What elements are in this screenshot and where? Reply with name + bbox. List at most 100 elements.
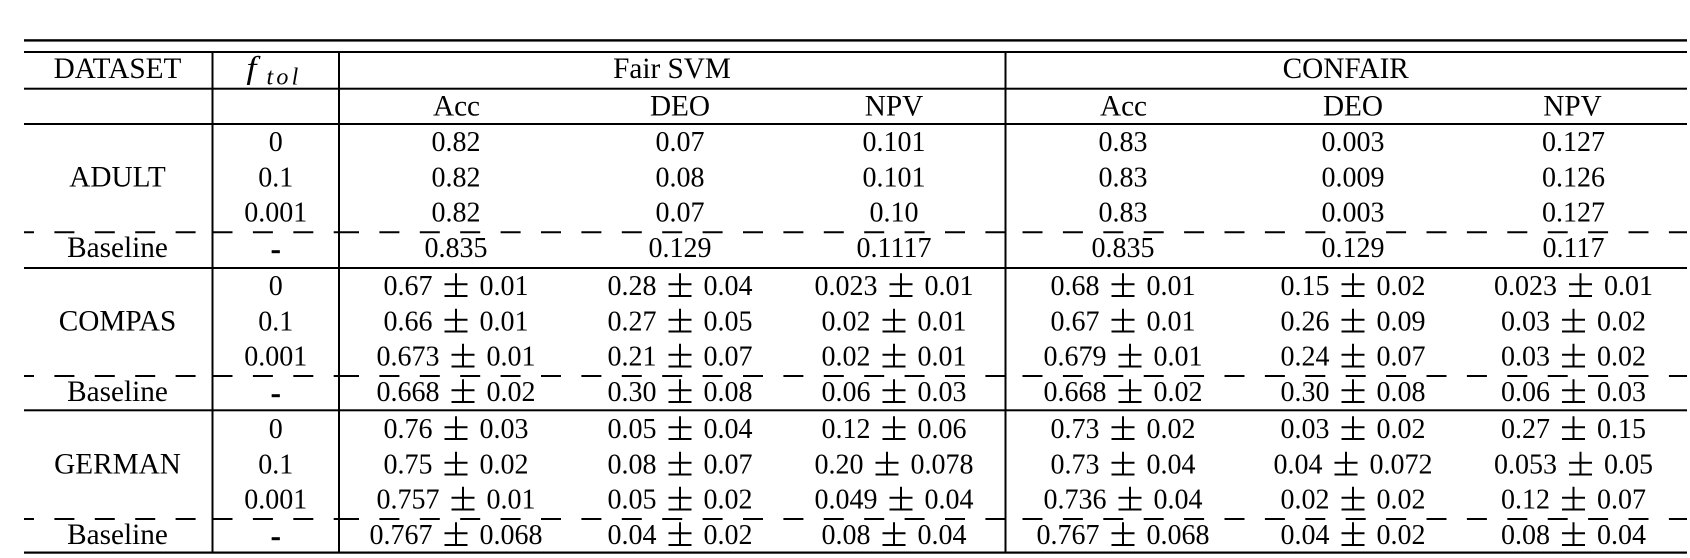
svg-text:0.08: 0.08	[1377, 377, 1426, 408]
svg-text:0.04: 0.04	[1597, 520, 1646, 551]
svg-text:0.1117: 0.1117	[857, 233, 932, 264]
svg-text:0.01: 0.01	[480, 271, 529, 302]
svg-text:0.12: 0.12	[822, 414, 871, 445]
svg-text:0.06: 0.06	[918, 414, 967, 445]
svg-text:Baseline: Baseline	[67, 519, 168, 551]
svg-text:0: 0	[269, 271, 283, 302]
svg-text:0.679: 0.679	[1044, 342, 1107, 373]
svg-text:0.668: 0.668	[1044, 377, 1107, 408]
svg-text:0.07: 0.07	[656, 198, 705, 229]
svg-text:0.82: 0.82	[432, 198, 481, 229]
svg-text:0.12: 0.12	[1501, 485, 1550, 516]
svg-text:0.08: 0.08	[1501, 520, 1550, 551]
svg-text:0.01: 0.01	[1147, 271, 1196, 302]
svg-text:0.30: 0.30	[608, 377, 657, 408]
svg-text:0.83: 0.83	[1099, 163, 1148, 194]
svg-text:0.21: 0.21	[608, 342, 657, 373]
svg-text:0.05: 0.05	[1604, 450, 1653, 481]
svg-text:Acc: Acc	[1100, 91, 1147, 123]
svg-text:0.07: 0.07	[704, 342, 753, 373]
svg-text:GERMAN: GERMAN	[54, 449, 181, 481]
svg-text:0.02: 0.02	[1597, 342, 1646, 373]
svg-text:0.07: 0.07	[704, 450, 753, 481]
svg-text:0.09: 0.09	[1377, 307, 1426, 338]
svg-text:0.835: 0.835	[425, 233, 488, 264]
svg-text:0.06: 0.06	[822, 377, 871, 408]
svg-text:0.15: 0.15	[1597, 414, 1646, 445]
svg-text:0.129: 0.129	[1322, 233, 1385, 264]
svg-text:0.668: 0.668	[377, 377, 440, 408]
svg-text:0.66: 0.66	[384, 307, 433, 338]
svg-text:CONFAIR: CONFAIR	[1283, 53, 1410, 85]
svg-text:0.02: 0.02	[1154, 377, 1203, 408]
svg-text:0.10: 0.10	[870, 198, 919, 229]
svg-text:0.27: 0.27	[1501, 414, 1550, 445]
svg-text:0.07: 0.07	[1597, 485, 1646, 516]
svg-text:0.04: 0.04	[1274, 450, 1323, 481]
svg-text:0.06: 0.06	[1501, 377, 1550, 408]
svg-text:0.01: 0.01	[480, 307, 529, 338]
svg-text:0.03: 0.03	[1501, 342, 1550, 373]
svg-text:0.83: 0.83	[1099, 198, 1148, 229]
svg-text:0: 0	[269, 414, 283, 445]
svg-text:0.01: 0.01	[1154, 342, 1203, 373]
svg-text:0.02: 0.02	[704, 485, 753, 516]
svg-text:0.068: 0.068	[1147, 520, 1210, 551]
svg-text:0.003: 0.003	[1322, 127, 1385, 158]
svg-text:0.30: 0.30	[1281, 377, 1330, 408]
svg-text:0.04: 0.04	[1281, 520, 1330, 551]
svg-text:0.02: 0.02	[1597, 307, 1646, 338]
svg-text:0.20: 0.20	[815, 450, 864, 481]
svg-text:0.1: 0.1	[258, 307, 293, 338]
svg-text:0.02: 0.02	[1281, 485, 1330, 516]
svg-text:0.117: 0.117	[1543, 233, 1605, 264]
svg-text:0.03: 0.03	[1281, 414, 1330, 445]
svg-text:0.673: 0.673	[377, 342, 440, 373]
svg-text:0.05: 0.05	[608, 485, 657, 516]
svg-text:0.83: 0.83	[1099, 127, 1148, 158]
svg-text:Fair SVM: Fair SVM	[613, 53, 731, 85]
svg-text:0.73: 0.73	[1051, 414, 1100, 445]
svg-text:0.02: 0.02	[1147, 414, 1196, 445]
svg-text:0.01: 0.01	[487, 342, 536, 373]
svg-text:NPV: NPV	[865, 91, 924, 123]
svg-text:Baseline: Baseline	[67, 232, 168, 264]
svg-text:0.03: 0.03	[918, 377, 967, 408]
svg-text:0.07: 0.07	[656, 127, 705, 158]
svg-text:0.009: 0.009	[1322, 163, 1385, 194]
svg-text:0.023: 0.023	[815, 271, 878, 302]
svg-text:0.023: 0.023	[1494, 271, 1557, 302]
svg-text:NPV: NPV	[1543, 91, 1602, 123]
svg-text:0.01: 0.01	[1604, 271, 1653, 302]
svg-text:0.76: 0.76	[384, 414, 433, 445]
svg-text:0.05: 0.05	[704, 307, 753, 338]
svg-text:0.01: 0.01	[487, 485, 536, 516]
svg-text:0.01: 0.01	[918, 307, 967, 338]
svg-text:0.736: 0.736	[1044, 485, 1107, 516]
svg-text:0.07: 0.07	[1377, 342, 1426, 373]
svg-text:0.003: 0.003	[1322, 198, 1385, 229]
svg-text:0.15: 0.15	[1281, 271, 1330, 302]
svg-text:0: 0	[269, 127, 283, 158]
svg-text:0.03: 0.03	[1501, 307, 1550, 338]
svg-text:DEO: DEO	[650, 91, 710, 123]
svg-text:0.08: 0.08	[656, 163, 705, 194]
svg-text:0.04: 0.04	[1154, 485, 1203, 516]
svg-text:0.04: 0.04	[704, 271, 753, 302]
svg-text:0.02: 0.02	[1377, 520, 1426, 551]
svg-text:0.67: 0.67	[1051, 307, 1100, 338]
svg-text:0.28: 0.28	[608, 271, 657, 302]
svg-text:0.1: 0.1	[258, 450, 293, 481]
svg-text:0.73: 0.73	[1051, 450, 1100, 481]
svg-text:tol: tol	[267, 64, 299, 90]
svg-text:0.27: 0.27	[608, 307, 657, 338]
svg-text:0.126: 0.126	[1542, 163, 1605, 194]
svg-text:0.04: 0.04	[1147, 450, 1196, 481]
svg-text:0.101: 0.101	[863, 127, 926, 158]
svg-text:0.08: 0.08	[822, 520, 871, 551]
svg-text:0.82: 0.82	[432, 163, 481, 194]
svg-text:0.03: 0.03	[1597, 377, 1646, 408]
svg-text:0.049: 0.049	[815, 485, 878, 516]
svg-text:0.835: 0.835	[1092, 233, 1155, 264]
svg-text:0.129: 0.129	[649, 233, 712, 264]
